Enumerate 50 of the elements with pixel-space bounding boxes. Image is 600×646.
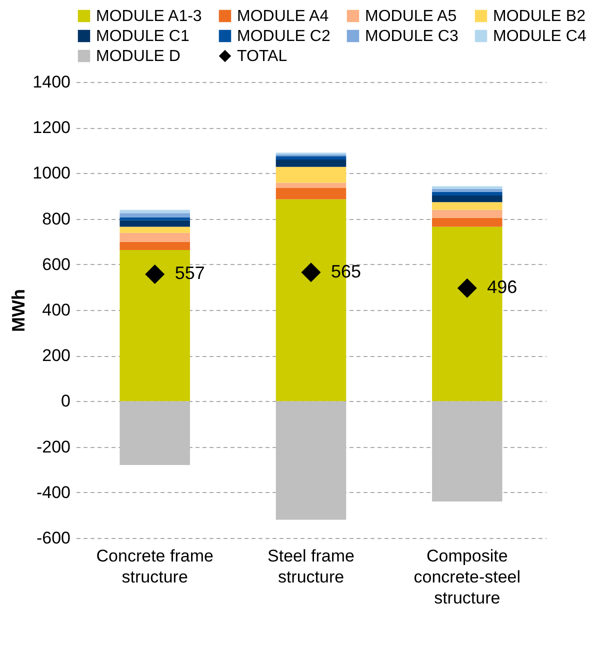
- y-tick-label: 0: [61, 392, 70, 411]
- bar: [432, 196, 502, 202]
- y-tick-label: 400: [42, 300, 70, 320]
- bar: [276, 182, 346, 188]
- bar: [432, 186, 502, 189]
- y-tick-label: 1400: [32, 72, 70, 92]
- legend-label: MODULE A1-3: [96, 8, 202, 25]
- point: [145, 264, 165, 284]
- y-tick-label: 200: [42, 346, 70, 366]
- legend-label: MODULE C2: [237, 28, 330, 45]
- bar: [120, 226, 190, 233]
- x-tick-label: Composite concrete-steel structure: [414, 546, 521, 608]
- bar: [276, 156, 346, 160]
- legend-label: MODULE C3: [365, 28, 458, 45]
- y-tick-label: -200: [36, 437, 70, 456]
- bar: [276, 401, 346, 520]
- bar: [432, 192, 502, 196]
- bar: [120, 401, 190, 466]
- y-tick-label: 1000: [32, 164, 70, 183]
- y-tick-label: -400: [36, 482, 70, 502]
- bar: [276, 188, 346, 200]
- y-axis-title: MWh: [8, 289, 29, 332]
- legend-label: MODULE A5: [365, 8, 457, 25]
- bar: [120, 217, 190, 220]
- x-tick-label: Steel frame structure: [268, 546, 354, 586]
- bar: [120, 242, 190, 250]
- bar: [120, 213, 190, 218]
- y-tick-label: 600: [42, 254, 70, 274]
- legend-label: TOTAL: [237, 48, 288, 65]
- bar: [276, 166, 346, 183]
- bar: [276, 160, 346, 167]
- bar: [120, 210, 190, 214]
- y-tick-label: -600: [36, 528, 70, 548]
- legend-label: MODULE C1: [96, 28, 190, 45]
- bar: [432, 210, 502, 218]
- bar: [120, 232, 190, 242]
- legend-label: MODULE C4: [493, 28, 586, 45]
- point: [301, 262, 321, 282]
- x-tick-label: Concrete frame structure: [96, 546, 214, 586]
- point: [457, 278, 477, 298]
- legend-label: MODULE A4: [237, 8, 329, 25]
- legend-label: MODULE B2: [493, 8, 586, 25]
- bar: [432, 188, 502, 192]
- bar: [432, 202, 502, 210]
- legend-label: MODULE D: [96, 48, 180, 65]
- bar: [432, 218, 502, 227]
- bar: [120, 220, 190, 227]
- y-tick-label: 800: [42, 209, 70, 228]
- bar: [432, 401, 502, 502]
- y-tick-label: 1200: [32, 118, 70, 138]
